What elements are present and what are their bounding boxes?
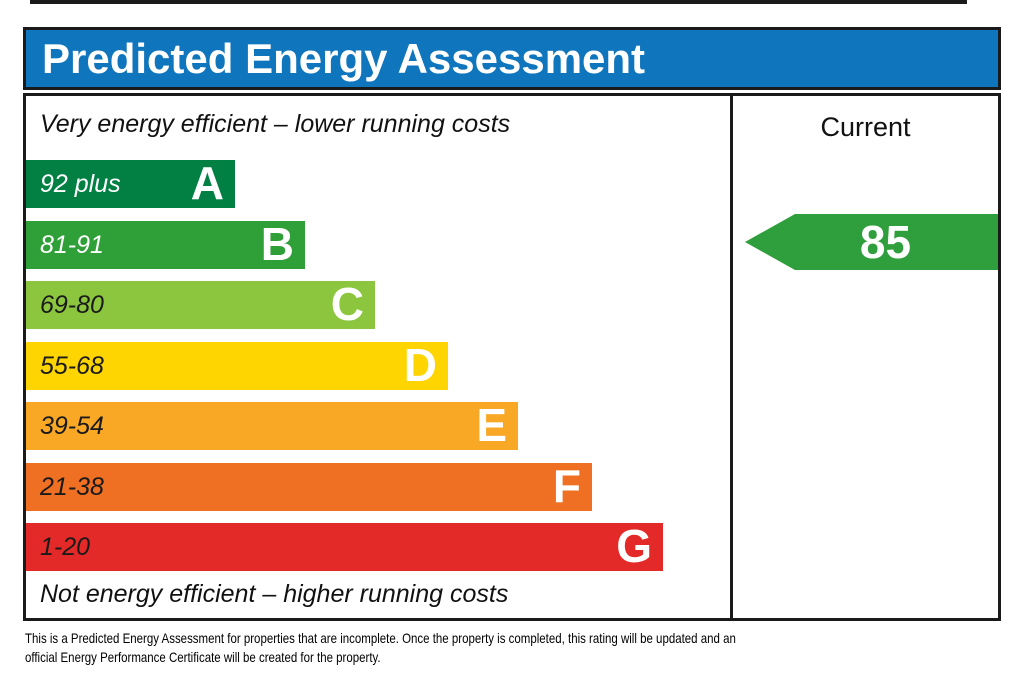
band-range-label: 69-80: [40, 290, 104, 319]
rating-chart-box: Very energy efficient – lower running co…: [23, 93, 1001, 621]
rating-band-f: 21-38 F: [26, 463, 592, 511]
band-range-label: 81-91: [40, 230, 104, 259]
band-range-label: 39-54: [40, 411, 104, 440]
rating-band-c: 69-80 C: [26, 281, 375, 329]
current-arrow-shape: [745, 214, 998, 270]
rating-band-d: 55-68 D: [26, 342, 448, 390]
page-title: Predicted Energy Assessment: [42, 34, 646, 82]
left-arrow-icon: [745, 214, 998, 270]
rating-bands: 92 plus A 81-91 B 69-80 C 55-68 D 39-54 E 21-38 F 1-…: [26, 96, 730, 618]
title-bar: Predicted Energy Assessment: [23, 27, 1001, 90]
band-range-label: 21-38: [40, 472, 104, 501]
rating-band-b: 81-91 B: [26, 221, 305, 269]
footnote: This is a Predicted Energy Assessment fo…: [25, 629, 736, 667]
current-rating-arrow: 85: [745, 214, 998, 270]
current-column-header: Current: [820, 112, 911, 142]
band-letter: A: [190, 157, 224, 210]
band-letter: F: [552, 460, 581, 513]
band-letter: G: [616, 520, 652, 573]
footnote-line-1: This is a Predicted Energy Assessment fo…: [25, 630, 736, 646]
rating-band-e: 39-54 E: [26, 402, 518, 450]
bottom-efficiency-note: Not energy efficient – higher running co…: [40, 580, 509, 608]
footnote-line-2: official Energy Performance Certificate …: [25, 649, 381, 665]
top-efficiency-note: Very energy efficient – lower running co…: [40, 110, 511, 138]
band-letter: B: [260, 218, 294, 271]
band-letter: D: [403, 339, 437, 392]
column-divider: [730, 96, 733, 618]
current-rating-value: 85: [859, 216, 912, 268]
band-range-label: 55-68: [40, 351, 104, 380]
top-border-line: [30, 0, 967, 4]
rating-band-g: 1-20 G: [26, 523, 663, 571]
band-letter: C: [330, 278, 364, 331]
band-range-label: 1-20: [40, 532, 91, 561]
band-letter: E: [476, 399, 507, 452]
band-range-label: 92 plus: [40, 169, 121, 198]
rating-band-a: 92 plus A: [26, 160, 235, 208]
